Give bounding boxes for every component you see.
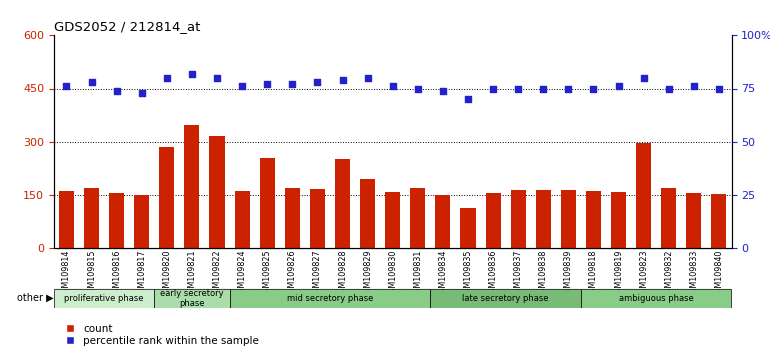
Text: early secretory
phase: early secretory phase — [160, 289, 224, 308]
Bar — [435, 195, 450, 248]
Point — [261, 81, 273, 87]
Legend: count, percentile rank within the sample: count, percentile rank within the sample — [59, 324, 259, 346]
Point — [110, 88, 122, 93]
Text: GSM109835: GSM109835 — [464, 250, 473, 298]
Bar — [154, 289, 229, 308]
Text: GSM109832: GSM109832 — [665, 250, 673, 298]
Text: proliferative phase: proliferative phase — [65, 294, 144, 303]
Point — [588, 86, 600, 91]
Text: GSM109829: GSM109829 — [363, 250, 372, 298]
Text: mid secretory phase: mid secretory phase — [286, 294, 373, 303]
Text: GSM109826: GSM109826 — [288, 250, 296, 298]
Bar — [159, 147, 174, 248]
Bar — [209, 136, 225, 248]
Text: late secretory phase: late secretory phase — [462, 294, 549, 303]
Bar — [661, 188, 676, 248]
Text: GSM109825: GSM109825 — [263, 250, 272, 298]
Point — [136, 90, 148, 96]
Bar — [259, 158, 275, 248]
Bar — [430, 289, 581, 308]
Text: GSM109833: GSM109833 — [689, 250, 698, 298]
Text: GSM109828: GSM109828 — [338, 250, 347, 298]
Bar — [410, 188, 425, 248]
Point — [412, 86, 424, 91]
Point — [60, 84, 72, 89]
Text: GSM109818: GSM109818 — [589, 250, 598, 298]
Text: other ▶: other ▶ — [17, 293, 54, 303]
Text: GDS2052 / 212814_at: GDS2052 / 212814_at — [54, 20, 200, 33]
Bar — [229, 289, 430, 308]
Text: GSM109815: GSM109815 — [87, 250, 96, 298]
Text: GSM109817: GSM109817 — [137, 250, 146, 298]
Bar — [84, 188, 99, 248]
Text: GSM109831: GSM109831 — [413, 250, 422, 298]
Point — [462, 96, 474, 102]
Point — [336, 77, 349, 83]
Bar — [586, 191, 601, 248]
Bar — [511, 190, 526, 248]
Bar — [536, 190, 551, 248]
Point — [537, 86, 550, 91]
Bar — [109, 193, 124, 248]
Text: GSM109816: GSM109816 — [112, 250, 121, 298]
Point — [286, 81, 299, 87]
Bar — [285, 188, 300, 248]
Bar — [486, 193, 500, 248]
Text: GSM109824: GSM109824 — [238, 250, 246, 298]
Bar — [385, 192, 400, 248]
Bar — [54, 289, 154, 308]
Bar — [310, 189, 325, 248]
Bar — [134, 195, 149, 248]
Point — [311, 79, 323, 85]
Point — [437, 88, 449, 93]
Text: ambiguous phase: ambiguous phase — [619, 294, 694, 303]
Point — [663, 86, 675, 91]
Text: GSM109814: GSM109814 — [62, 250, 71, 298]
Text: GSM109839: GSM109839 — [564, 250, 573, 298]
Text: GSM109821: GSM109821 — [187, 250, 196, 298]
Point — [487, 86, 499, 91]
Bar — [184, 125, 199, 248]
Text: GSM109837: GSM109837 — [514, 250, 523, 298]
Text: GSM109827: GSM109827 — [313, 250, 322, 298]
Text: GSM109834: GSM109834 — [438, 250, 447, 298]
Bar — [561, 190, 576, 248]
Point — [512, 86, 524, 91]
Point — [713, 86, 725, 91]
Text: GSM109819: GSM109819 — [614, 250, 623, 298]
Text: GSM109822: GSM109822 — [213, 250, 222, 298]
Point — [638, 75, 650, 81]
Text: GSM109840: GSM109840 — [715, 250, 724, 298]
Point — [186, 71, 198, 76]
Text: GSM109836: GSM109836 — [489, 250, 497, 298]
Bar — [636, 143, 651, 248]
Bar — [581, 289, 732, 308]
Point — [211, 75, 223, 81]
Text: GSM109830: GSM109830 — [388, 250, 397, 298]
Point — [612, 84, 624, 89]
Bar — [611, 192, 626, 248]
Point — [236, 84, 248, 89]
Bar — [59, 191, 74, 248]
Bar — [460, 208, 476, 248]
Bar — [686, 193, 701, 248]
Text: GSM109823: GSM109823 — [639, 250, 648, 298]
Bar — [711, 194, 726, 248]
Point — [562, 86, 574, 91]
Point — [387, 84, 399, 89]
Bar — [235, 191, 249, 248]
Text: GSM109838: GSM109838 — [539, 250, 547, 298]
Bar — [360, 179, 375, 248]
Point — [85, 79, 98, 85]
Point — [161, 75, 173, 81]
Point — [688, 84, 700, 89]
Point — [361, 75, 373, 81]
Bar — [335, 159, 350, 248]
Text: GSM109820: GSM109820 — [162, 250, 172, 298]
